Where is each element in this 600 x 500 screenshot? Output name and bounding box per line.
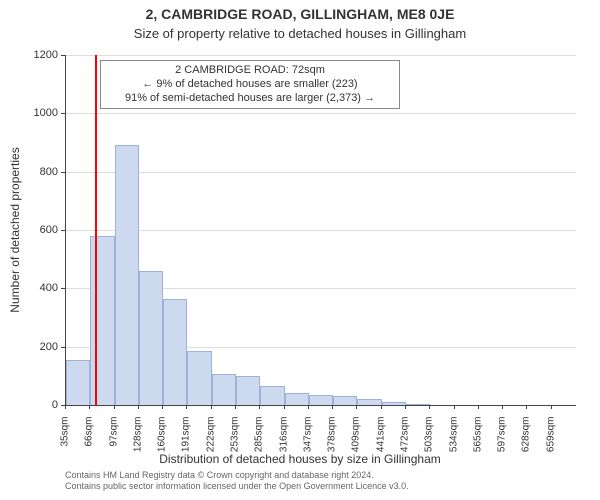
x-tick-label: 222sqm <box>205 417 216 477</box>
y-tick-label: 400 <box>8 282 58 294</box>
x-tick-label: 378sqm <box>327 417 338 477</box>
histogram-bar <box>187 351 211 405</box>
histogram-bar <box>236 376 260 405</box>
x-tick-mark <box>89 405 90 409</box>
x-tick-mark <box>235 405 236 409</box>
x-tick-mark <box>259 405 260 409</box>
y-tick-mark <box>61 230 65 231</box>
annotation-line-1: 2 CAMBRIDGE ROAD: 72sqm <box>107 64 393 78</box>
x-tick-mark <box>551 405 552 409</box>
x-tick-mark <box>429 405 430 409</box>
histogram-bar <box>333 396 357 405</box>
x-tick-label: 191sqm <box>181 417 192 477</box>
histogram-bar <box>139 271 163 405</box>
x-tick-label: 285sqm <box>254 417 265 477</box>
x-tick-mark <box>114 405 115 409</box>
x-tick-mark <box>526 405 527 409</box>
footer-line-1: Contains HM Land Registry data © Crown c… <box>65 470 409 481</box>
x-tick-label: 347sqm <box>302 417 313 477</box>
histogram-bar <box>260 386 284 405</box>
histogram-bar <box>115 145 139 405</box>
x-tick-label: 597sqm <box>497 417 508 477</box>
annotation-box: 2 CAMBRIDGE ROAD: 72sqm ← 9% of detached… <box>100 60 400 109</box>
x-tick-mark <box>502 405 503 409</box>
x-tick-mark <box>65 405 66 409</box>
footer-attribution: Contains HM Land Registry data © Crown c… <box>65 470 409 493</box>
page-title: 2, CAMBRIDGE ROAD, GILLINGHAM, ME8 0JE <box>0 6 600 22</box>
y-tick-label: 800 <box>8 166 58 178</box>
x-tick-label: 503sqm <box>424 417 435 477</box>
histogram-bar <box>406 404 430 405</box>
x-tick-mark <box>356 405 357 409</box>
gridline <box>66 230 576 231</box>
x-tick-mark <box>284 405 285 409</box>
y-tick-mark <box>61 172 65 173</box>
x-tick-label: 409sqm <box>351 417 362 477</box>
x-tick-label: 441sqm <box>375 417 386 477</box>
x-tick-label: 128sqm <box>132 417 143 477</box>
x-tick-label: 472sqm <box>400 417 411 477</box>
footer-line-2: Contains public sector information licen… <box>65 481 409 492</box>
x-tick-mark <box>332 405 333 409</box>
annotation-line-2: ← 9% of detached houses are smaller (223… <box>107 78 393 92</box>
gridline <box>66 55 576 56</box>
x-axis-label: Distribution of detached houses by size … <box>0 452 600 466</box>
y-tick-mark <box>61 347 65 348</box>
histogram-bar <box>309 395 333 405</box>
x-tick-mark <box>308 405 309 409</box>
x-tick-mark <box>162 405 163 409</box>
histogram-bar <box>382 402 406 406</box>
x-tick-mark <box>381 405 382 409</box>
x-tick-label: 253sqm <box>230 417 241 477</box>
x-tick-label: 316sqm <box>278 417 289 477</box>
y-tick-label: 600 <box>8 224 58 236</box>
chart-subtitle: Size of property relative to detached ho… <box>0 26 600 41</box>
chart-container: 2, CAMBRIDGE ROAD, GILLINGHAM, ME8 0JE S… <box>0 0 600 500</box>
x-tick-mark <box>405 405 406 409</box>
x-tick-label: 160sqm <box>157 417 168 477</box>
histogram-bar <box>163 299 187 405</box>
y-tick-mark <box>61 288 65 289</box>
x-tick-mark <box>186 405 187 409</box>
y-tick-mark <box>61 113 65 114</box>
histogram-bar <box>357 399 381 405</box>
x-tick-label: 35sqm <box>60 417 71 477</box>
gridline <box>66 113 576 114</box>
x-tick-label: 534sqm <box>448 417 459 477</box>
x-tick-mark <box>454 405 455 409</box>
y-tick-label: 0 <box>8 399 58 411</box>
x-tick-mark <box>211 405 212 409</box>
histogram-bar <box>66 360 90 405</box>
y-tick-label: 1000 <box>8 107 58 119</box>
y-tick-mark <box>61 55 65 56</box>
y-tick-label: 1200 <box>8 49 58 61</box>
histogram-bar <box>90 236 114 405</box>
x-tick-label: 565sqm <box>472 417 483 477</box>
x-tick-mark <box>478 405 479 409</box>
x-tick-label: 659sqm <box>545 417 556 477</box>
x-tick-label: 66sqm <box>84 417 95 477</box>
x-tick-mark <box>138 405 139 409</box>
x-tick-label: 628sqm <box>521 417 532 477</box>
gridline <box>66 172 576 173</box>
histogram-bar <box>285 393 309 405</box>
x-tick-label: 97sqm <box>108 417 119 477</box>
property-marker-line <box>95 55 97 405</box>
annotation-line-3: 91% of semi-detached houses are larger (… <box>107 92 393 106</box>
histogram-bar <box>212 374 236 405</box>
y-tick-label: 200 <box>8 341 58 353</box>
